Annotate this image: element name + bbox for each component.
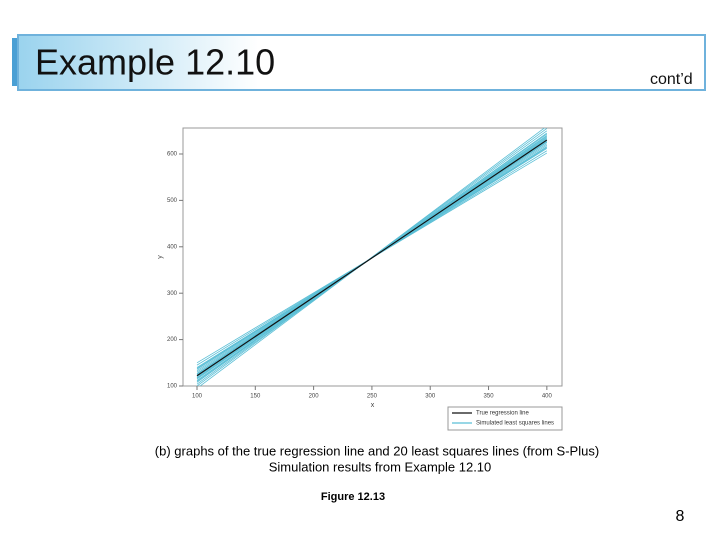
x-tick-label: 300 xyxy=(425,394,436,400)
y-axis-label: y xyxy=(157,255,164,259)
x-axis-label: x xyxy=(371,402,375,409)
legend-box xyxy=(447,406,563,431)
y-tick-label: 100 xyxy=(167,384,178,390)
title-box xyxy=(17,34,706,91)
x-tick-label: 400 xyxy=(542,394,553,400)
y-tick-label: 600 xyxy=(167,152,178,158)
y-tick-label: 300 xyxy=(167,291,178,297)
title-accent xyxy=(12,38,20,86)
plot-lines xyxy=(196,128,548,386)
x-tick-label: 250 xyxy=(367,394,378,400)
page-number: 8 xyxy=(676,508,685,525)
x-tick-label: 350 xyxy=(484,394,495,400)
y-tick-label: 500 xyxy=(167,198,178,204)
x-tick-label: 200 xyxy=(309,394,320,400)
caption: (b) graphs of the true regression line a… xyxy=(155,443,599,458)
true-line xyxy=(196,139,548,377)
legend-label: Simulated least squares lines xyxy=(476,421,554,427)
y-tick-label: 400 xyxy=(167,244,178,250)
legend-label: True regression line xyxy=(476,411,529,417)
x-tick-label: 150 xyxy=(250,394,261,400)
x-tick-label: 100 xyxy=(192,394,203,400)
caption: Simulation results from Example 12.10 xyxy=(269,459,492,474)
continued-note: cont’d xyxy=(650,71,693,88)
y-tick-label: 200 xyxy=(167,337,178,343)
figure-label: Figure 12.13 xyxy=(321,491,385,503)
slide-title: Example 12.10 xyxy=(35,42,275,83)
